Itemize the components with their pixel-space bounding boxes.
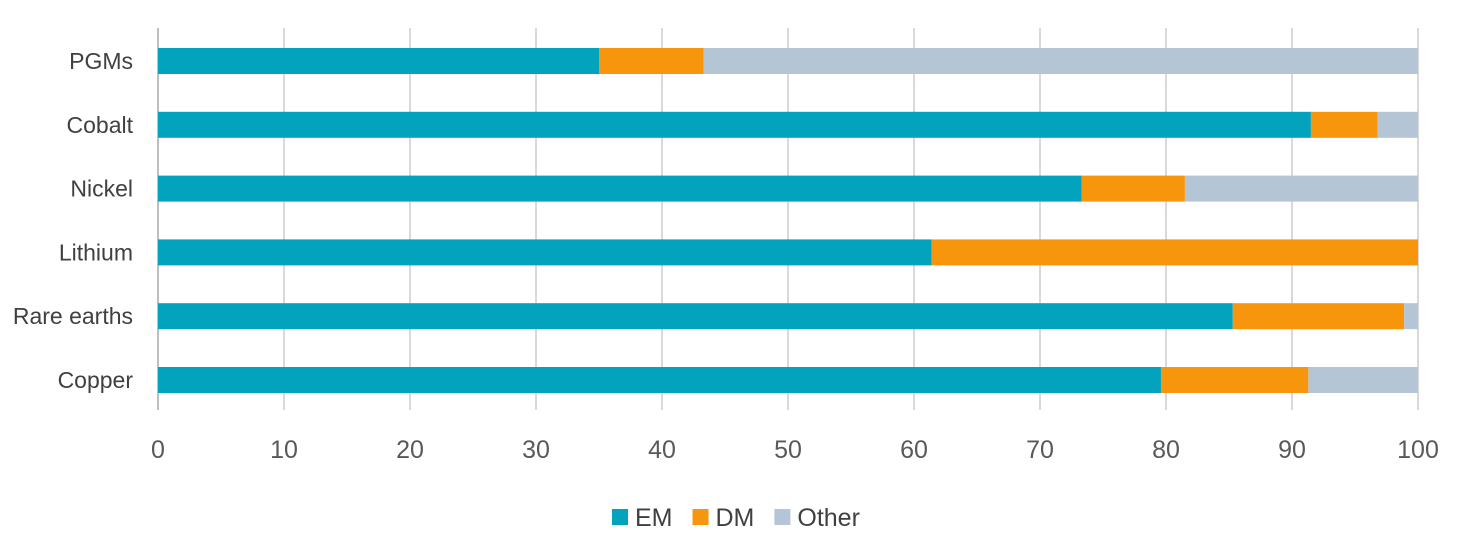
bar-em-segment	[158, 48, 599, 74]
x-tick-label: 40	[648, 436, 676, 464]
legend-swatch	[774, 509, 791, 525]
bar-dm-segment	[931, 239, 1418, 266]
x-tick-label: 30	[522, 436, 550, 464]
bar-dm-segment	[1160, 367, 1309, 393]
legend-swatch	[612, 509, 628, 525]
legend-swatch	[692, 509, 709, 525]
gridlines	[157, 28, 1419, 410]
legend-label: DM	[716, 504, 755, 532]
x-tick-label: 0	[151, 436, 165, 464]
x-tick-label: 70	[1026, 436, 1054, 464]
category-label: Lithium	[59, 239, 133, 265]
x-tick-label: 80	[1152, 436, 1180, 464]
bar-em-segment	[158, 175, 1082, 202]
x-tick-label: 90	[1278, 436, 1306, 464]
bar-dm-segment	[599, 48, 704, 74]
category-label: Rare earths	[13, 303, 133, 329]
bar-other-segment	[703, 48, 1418, 74]
bar-em-segment	[158, 239, 932, 266]
bars	[158, 48, 1418, 393]
bar-other-segment	[1184, 175, 1418, 202]
category-label: Copper	[58, 367, 134, 393]
legend: EM DM Other	[612, 504, 860, 532]
category-label: Cobalt	[67, 112, 134, 138]
x-tick-label: 100	[1397, 436, 1439, 464]
x-tick-label: 10	[270, 436, 298, 464]
bar-other-segment	[1377, 111, 1418, 138]
x-tick-label: 50	[774, 436, 802, 464]
bar-em-segment	[158, 111, 1311, 138]
legend-label: EM	[635, 504, 673, 532]
legend-label: Other	[797, 504, 860, 532]
category-label: PGMs	[69, 48, 133, 74]
x-tick-label: 60	[900, 436, 928, 464]
category-labels: PGMs Cobalt Nickel Lithium Rare earths Copper	[13, 48, 134, 393]
bar-dm-segment	[1081, 175, 1185, 202]
category-label: Nickel	[70, 176, 133, 202]
bar-em-segment	[158, 303, 1233, 330]
x-tick-label: 20	[396, 436, 424, 464]
bar-dm-segment	[1232, 303, 1405, 330]
x-tick-labels: 0 10 20 30 40 50 60 70 80 90 100	[151, 436, 1439, 464]
bar-other-segment	[1308, 367, 1418, 393]
bar-dm-segment	[1310, 111, 1378, 138]
bar-other-segment	[1404, 303, 1418, 330]
bar-em-segment	[158, 367, 1161, 393]
